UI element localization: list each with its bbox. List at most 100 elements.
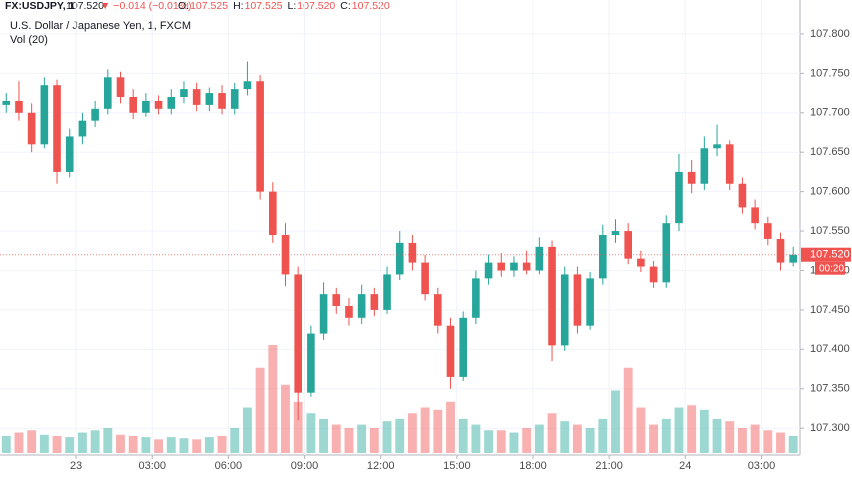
volume-bar xyxy=(737,427,747,453)
candle-body xyxy=(522,262,531,271)
candle-body xyxy=(116,77,125,98)
ohlc-value: 107.520 xyxy=(352,0,390,12)
volume-bar xyxy=(306,413,316,453)
volume-bar xyxy=(598,418,608,453)
candle-body xyxy=(675,171,683,224)
candle-body xyxy=(218,93,226,109)
candle-body xyxy=(700,148,709,184)
candle-body xyxy=(129,97,137,113)
volume-bar xyxy=(179,438,189,453)
candle-body xyxy=(27,112,36,145)
volume-bar xyxy=(674,407,684,453)
volume-bar xyxy=(166,437,176,453)
ohlc-label: L: xyxy=(288,0,297,12)
candle-body xyxy=(319,294,328,334)
volume-bar xyxy=(230,427,240,453)
volume-bar xyxy=(776,432,785,453)
candle-body xyxy=(434,294,442,326)
candle-body xyxy=(230,89,239,109)
volume-label: Vol (20) xyxy=(10,34,48,46)
volume-bar xyxy=(547,413,557,453)
volume-bar xyxy=(433,409,443,453)
ohlc-value: 107.525 xyxy=(245,0,283,12)
y-tick-label: 107.700 xyxy=(810,107,850,119)
volume-bar xyxy=(484,430,494,453)
volume-bar xyxy=(141,437,151,453)
volume-bar xyxy=(458,418,468,453)
candle-body xyxy=(472,278,480,318)
candle-body xyxy=(725,144,734,184)
candle-body xyxy=(243,81,252,90)
volume-bar xyxy=(52,435,62,453)
volume-bar xyxy=(204,437,214,453)
volume-bar xyxy=(395,418,405,453)
candle-body xyxy=(624,231,632,259)
volume-bar xyxy=(788,435,798,453)
volume-bar xyxy=(572,424,582,453)
candle-body xyxy=(167,97,176,109)
volume-bar xyxy=(661,418,671,453)
volume-bar xyxy=(77,432,87,453)
volume-bar xyxy=(1,435,11,453)
volume-bar xyxy=(560,421,570,453)
candle-body xyxy=(751,207,759,224)
volume-bar xyxy=(725,421,735,453)
x-tick-label: 23 xyxy=(70,460,82,472)
candle-body xyxy=(510,262,518,271)
candle-body xyxy=(40,85,49,145)
volume-bar xyxy=(712,418,722,453)
volume-bar xyxy=(763,430,773,453)
candle-body xyxy=(104,77,112,109)
volume-bar xyxy=(611,390,620,453)
candle-body xyxy=(395,242,404,275)
x-tick-label: 18:00 xyxy=(519,460,547,472)
volume-bar xyxy=(116,434,125,453)
volume-bar xyxy=(319,418,329,453)
volume-bar xyxy=(357,424,367,453)
candle-body xyxy=(764,223,772,239)
candle-body xyxy=(53,85,61,172)
candle-body xyxy=(408,242,417,263)
ohlc-label: O: xyxy=(178,0,189,12)
volume-bar xyxy=(39,434,49,453)
volume-bar xyxy=(192,439,202,453)
y-tick-label: 107.800 xyxy=(810,28,850,40)
x-tick-label: 24 xyxy=(679,460,691,472)
candle-body xyxy=(421,262,429,295)
candle-body xyxy=(357,294,366,318)
volume-bar xyxy=(623,367,633,453)
volume-bar xyxy=(255,367,265,453)
volume-bar xyxy=(293,401,303,453)
subtitle: U.S. Dollar / Japanese Yen, 1, FXCM xyxy=(10,20,191,32)
candle-body xyxy=(332,294,341,306)
volume-bar xyxy=(420,407,430,453)
y-tick-label: 107.550 xyxy=(810,225,850,237)
volume-bar xyxy=(331,424,341,453)
ohlc-label: C: xyxy=(340,0,351,12)
header: FX:USDJPY, 1 107.520 ▼ −0.014 (−0.01%) O… xyxy=(5,0,390,12)
candle-body xyxy=(573,274,582,326)
candle-body xyxy=(687,171,696,184)
volume-bar xyxy=(103,427,113,453)
candle-body xyxy=(548,246,556,346)
candle-body xyxy=(776,238,785,263)
y-tick-label: 107.350 xyxy=(810,383,850,395)
candle-body xyxy=(738,183,747,208)
last-price: 107.520 xyxy=(66,0,104,12)
candle-body xyxy=(192,89,201,105)
candle-body xyxy=(142,100,150,113)
candle-body xyxy=(78,120,87,137)
candle-body xyxy=(2,100,11,105)
candle-body xyxy=(484,262,493,279)
candle-body xyxy=(789,254,797,263)
candle-body xyxy=(15,100,23,113)
volume-bar xyxy=(268,345,278,453)
countdown-box xyxy=(815,261,845,275)
candle-body xyxy=(649,266,658,283)
candle-body xyxy=(269,191,277,235)
x-tick-label: 12:00 xyxy=(367,460,395,472)
volume-bar xyxy=(407,413,417,453)
price-label: 107.520 xyxy=(810,249,850,261)
ohlc-value: 107.520 xyxy=(297,0,335,12)
candle-body xyxy=(586,278,594,326)
